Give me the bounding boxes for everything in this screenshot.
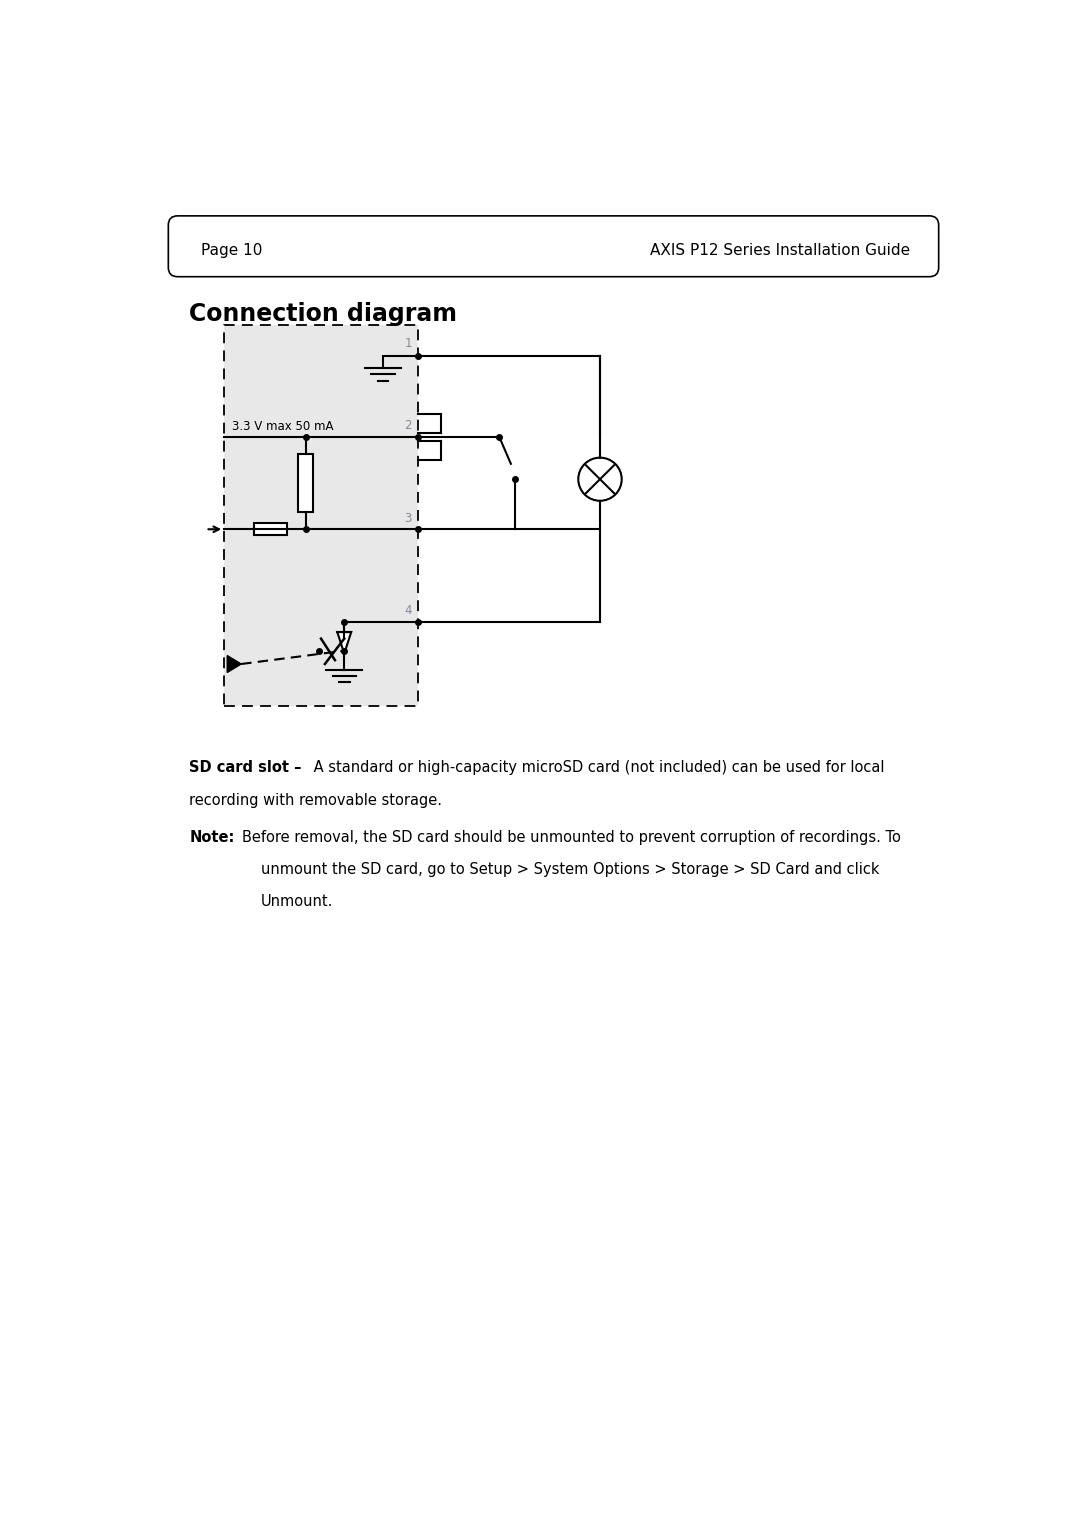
Text: 1: 1 — [404, 337, 411, 350]
Text: Unmount.: Unmount. — [260, 894, 333, 909]
Text: Connection diagram: Connection diagram — [189, 302, 457, 326]
Text: 3.3 V max 50 mA: 3.3 V max 50 mA — [232, 420, 334, 433]
Bar — [255, 522, 287, 536]
FancyBboxPatch shape — [168, 216, 939, 277]
Circle shape — [578, 457, 622, 501]
Bar — [225, 326, 418, 707]
Text: Note:: Note: — [189, 830, 234, 845]
Bar — [298, 454, 313, 512]
Text: Before removal, the SD card should be unmounted to prevent corruption of recordi: Before removal, the SD card should be un… — [242, 830, 901, 845]
Text: 3: 3 — [404, 512, 411, 524]
Text: unmount the SD card, go to Setup > System Options > Storage > SD Card and click: unmount the SD card, go to Setup > Syste… — [260, 862, 879, 877]
Text: 4: 4 — [404, 605, 411, 617]
Text: Page 10: Page 10 — [201, 244, 262, 257]
Text: A standard or high-capacity microSD card (not included) can be used for local: A standard or high-capacity microSD card… — [309, 760, 885, 775]
Text: SD card slot –: SD card slot – — [189, 760, 301, 775]
Polygon shape — [337, 632, 351, 653]
Polygon shape — [227, 655, 241, 673]
Text: AXIS P12 Series Installation Guide: AXIS P12 Series Installation Guide — [650, 244, 910, 257]
Text: 2: 2 — [404, 419, 411, 433]
Text: recording with removable storage.: recording with removable storage. — [189, 792, 442, 807]
